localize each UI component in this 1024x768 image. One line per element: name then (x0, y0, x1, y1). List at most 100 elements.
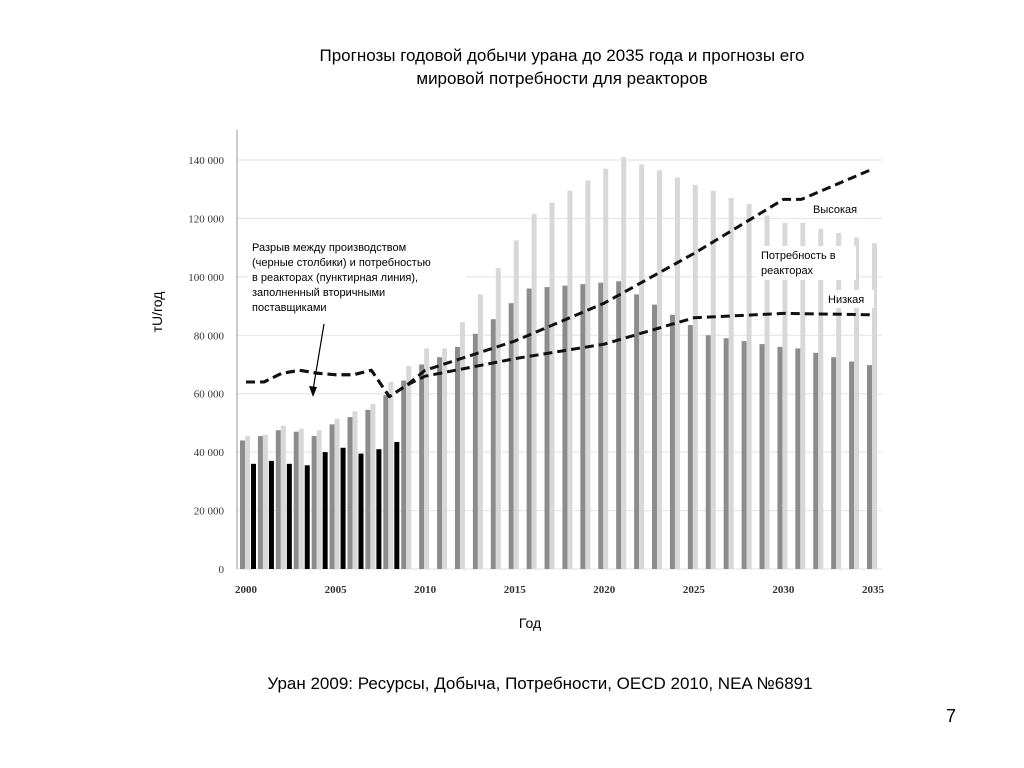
slide-title-line-1: Прогнозы годовой добычи урана до 2035 го… (319, 46, 805, 65)
bar-production-actual (358, 453, 364, 569)
bar-capacity-high (621, 157, 627, 570)
bar-capacity-high (370, 403, 376, 569)
bar-capacity-high (692, 184, 698, 569)
annotation-line-1: Разрыв между производством (252, 242, 406, 254)
bar-capacity-low (401, 380, 407, 569)
bar-production-actual (376, 449, 382, 569)
bar-capacity-high (567, 190, 573, 570)
bar-capacity-low (723, 338, 729, 569)
annotation-line-2: (черные столбики) и потребностью (252, 257, 431, 269)
bar-capacity-low (257, 436, 263, 569)
bar-capacity-low (365, 409, 371, 569)
bar-capacity-low (490, 319, 496, 569)
source-citation: Уран 2009: Ресурсы, Добыча, Потребности,… (267, 674, 813, 693)
bar-capacity-low (275, 430, 281, 569)
demand-line-low (246, 311, 874, 399)
bar-capacity-low (454, 346, 460, 569)
bar-capacity-low (526, 288, 532, 569)
label-low-box (824, 290, 874, 308)
bar-capacity-low (813, 352, 819, 569)
bar-capacity-low (437, 357, 443, 569)
x-tick-label: 2000 (235, 584, 258, 596)
bar-capacity-high (513, 240, 519, 569)
slide-title-line-2: мировой потребности для реакторов (416, 69, 708, 88)
bar-capacity-high (245, 436, 250, 569)
bar-capacity-low (562, 285, 568, 569)
bar-capacity-low (580, 284, 586, 569)
bar-capacity-high (495, 268, 501, 569)
x-tick-label: 2035 (862, 584, 885, 596)
bar-capacity-low (347, 417, 353, 569)
bar-capacity-high (674, 177, 680, 569)
annotation-arrow (312, 323, 325, 391)
bar-capacity-low (777, 346, 783, 569)
label-demand-line-2: реакторах (761, 265, 814, 277)
annotation-box (248, 238, 466, 320)
slide-title: Прогнозы годовой добычи урана до 2035 го… (212, 44, 912, 90)
bar-capacity-high (746, 203, 752, 570)
bar-capacity-high (854, 237, 860, 570)
bar-capacity-high (477, 294, 483, 569)
y-axis-label: тU/год (149, 292, 165, 333)
bar-capacity-high (585, 180, 591, 569)
bar-capacity-low (669, 314, 675, 569)
bar-production-actual (394, 441, 400, 569)
y-tick-labels: 0 20 000 40 000 60 000 80 000 100 000 120 000 1… (188, 155, 224, 576)
bar-capacity-high (262, 434, 268, 569)
demand-lines (246, 167, 874, 399)
annotation: Разрыв между производством (черные столб… (248, 238, 466, 397)
bar-capacity-high (442, 348, 448, 569)
bar-capacity-high (549, 202, 555, 569)
bars (240, 157, 877, 570)
bar-capacity-high (388, 382, 394, 569)
annotation-arrowhead (309, 386, 317, 397)
bar-production-actual (251, 463, 256, 569)
page-number: 7 (946, 706, 957, 726)
bar-capacity-high (406, 365, 412, 569)
y-tick-label: 40 000 (194, 447, 225, 459)
bar-capacity-high (603, 168, 609, 569)
bar-capacity-low (383, 395, 389, 569)
x-tick-label: 2005 (325, 584, 348, 596)
y-tick-label: 120 000 (188, 213, 224, 225)
label-demand-box (756, 246, 856, 280)
bar-production-actual (268, 460, 274, 569)
line-label-demand: Потребность в реакторах (756, 246, 856, 280)
bar-capacity-high (639, 164, 645, 569)
bar-capacity-low (705, 335, 711, 569)
x-tick-labels: 2000 2005 2010 2015 2020 2025 2030 2035 (235, 584, 885, 596)
bar-capacity-low (831, 357, 837, 569)
bar-capacity-high (424, 348, 430, 569)
y-tick-label: 60 000 (194, 389, 225, 401)
bar-capacity-low (867, 365, 872, 569)
bar-capacity-low (652, 304, 658, 569)
bar-capacity-low (598, 282, 604, 569)
annotation-line-3: в реакторах (пунктирная линия), (252, 272, 418, 284)
bar-capacity-high (764, 215, 770, 569)
bar-capacity-low (419, 364, 425, 569)
bar-capacity-high (782, 222, 788, 569)
x-tick-label: 2010 (414, 584, 437, 596)
bar-capacity-high (818, 228, 824, 569)
bar-capacity-high (872, 243, 877, 569)
bar-capacity-high (710, 190, 716, 570)
label-demand-line-1: Потребность в (761, 250, 836, 262)
bar-capacity-low (329, 424, 335, 569)
bar-production-actual (322, 452, 328, 569)
bar-capacity-low (544, 287, 550, 569)
annotation-line-4: заполненный вторичными (252, 287, 385, 299)
x-axis-label: Год (519, 615, 541, 631)
bar-capacity-low (687, 325, 693, 569)
bar-capacity-low (795, 348, 801, 569)
bar-capacity-low (311, 436, 317, 569)
bar-capacity-high (280, 425, 286, 569)
bar-capacity-high (298, 428, 304, 569)
bar-capacity-low (849, 361, 855, 569)
bar-production-actual (304, 465, 310, 569)
bar-capacity-high (657, 170, 663, 569)
y-tick-label: 20 000 (194, 506, 225, 518)
bar-capacity-high (728, 197, 734, 569)
x-tick-label: 2030 (772, 584, 795, 596)
bar-production-actual (340, 447, 346, 569)
